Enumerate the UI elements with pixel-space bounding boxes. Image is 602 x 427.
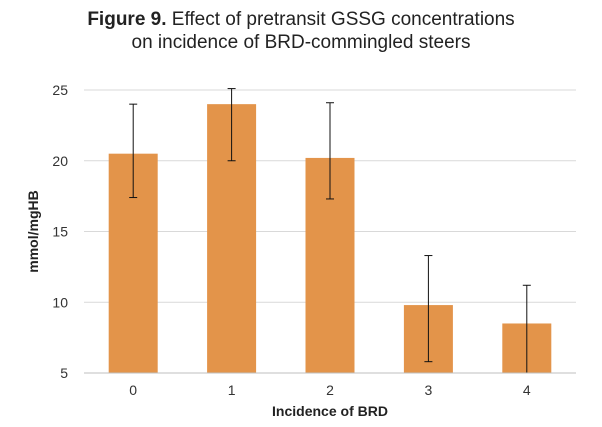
x-tick-label: 4 (523, 382, 531, 398)
x-axis-label: Incidence of BRD (272, 403, 388, 419)
y-tick-labels: 5 10 15 20 25 (52, 82, 68, 381)
x-tick-label: 2 (326, 382, 334, 398)
title-line-1: Figure 9. Effect of pretransit GSSG conc… (0, 8, 602, 31)
x-tick-label: 0 (129, 382, 137, 398)
y-tick-label: 20 (52, 153, 68, 169)
y-tick-label: 10 (52, 294, 68, 310)
y-tick-label: 5 (60, 365, 68, 381)
x-tick-label: 1 (228, 382, 236, 398)
y-axis-label: mmol/mgHB (25, 190, 41, 272)
figure-label: Figure 9. (87, 9, 167, 30)
y-tick-label: 25 (52, 82, 68, 98)
x-tick-labels: 0 1 2 3 4 (129, 382, 531, 398)
title-line-2: on incidence of BRD-commingled steers (131, 32, 471, 53)
x-tick-label: 3 (425, 382, 433, 398)
chart-title: Figure 9. Effect of pretransit GSSG conc… (0, 8, 602, 54)
title-text-1: Effect of pretransit GSSG concentrations (171, 9, 515, 30)
y-tick-label: 15 (52, 224, 68, 240)
